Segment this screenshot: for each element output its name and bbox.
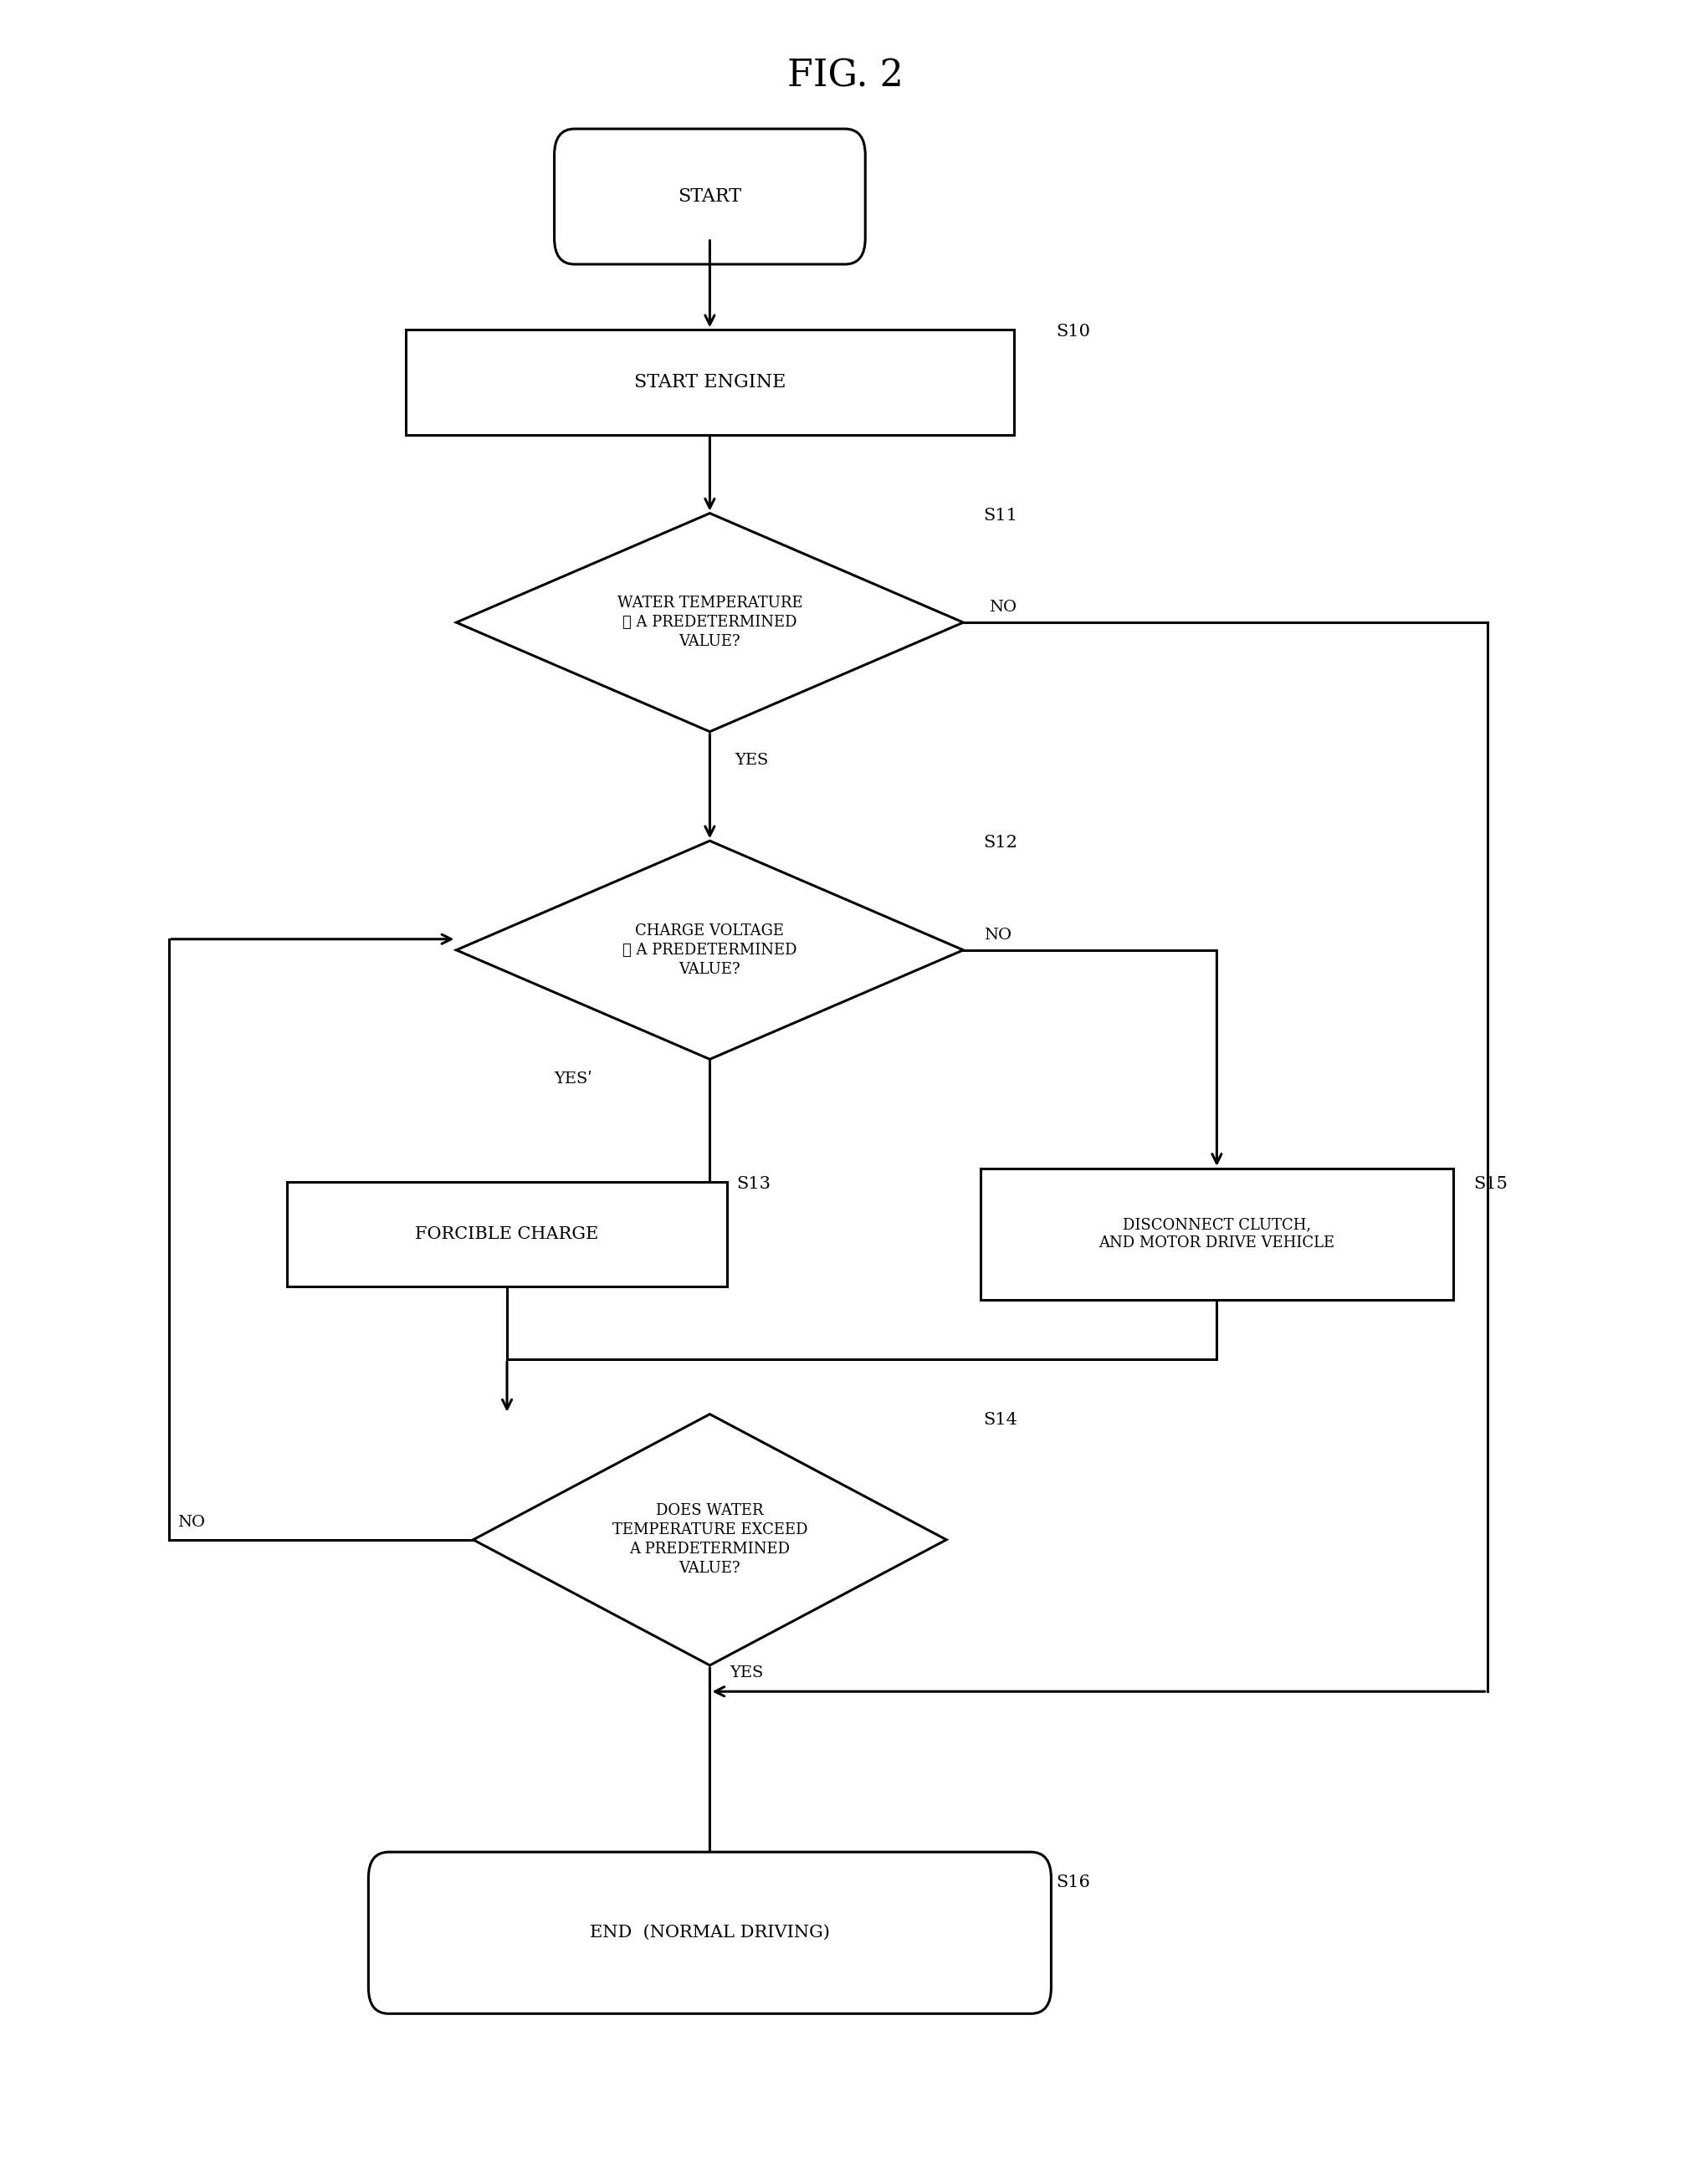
FancyBboxPatch shape bbox=[368, 1852, 1051, 2014]
Text: S11: S11 bbox=[984, 507, 1017, 524]
Text: NO: NO bbox=[177, 1516, 204, 1529]
Bar bbox=[980, 1168, 1453, 1299]
Bar bbox=[406, 330, 1014, 435]
Text: END  (NORMAL DRIVING): END (NORMAL DRIVING) bbox=[590, 1924, 830, 1942]
Polygon shape bbox=[456, 513, 963, 732]
Text: CHARGE VOLTAGE
≦ A PREDETERMINED
VALUE?: CHARGE VOLTAGE ≦ A PREDETERMINED VALUE? bbox=[622, 924, 798, 976]
Polygon shape bbox=[456, 841, 963, 1059]
Text: DISCONNECT CLUTCH,
AND MOTOR DRIVE VEHICLE: DISCONNECT CLUTCH, AND MOTOR DRIVE VEHIC… bbox=[1098, 1216, 1335, 1251]
FancyBboxPatch shape bbox=[554, 129, 865, 264]
Text: S14: S14 bbox=[984, 1411, 1017, 1428]
Text: DOES WATER
TEMPERATURE EXCEED
A PREDETERMINED
VALUE?: DOES WATER TEMPERATURE EXCEED A PREDETER… bbox=[612, 1503, 808, 1577]
Text: FIG. 2: FIG. 2 bbox=[788, 59, 902, 94]
Text: START ENGINE: START ENGINE bbox=[634, 373, 786, 391]
Text: START: START bbox=[678, 188, 742, 205]
Text: S15: S15 bbox=[1474, 1175, 1507, 1192]
Text: YESʹ: YESʹ bbox=[554, 1072, 593, 1085]
Text: S16: S16 bbox=[1056, 1874, 1090, 1891]
Bar bbox=[287, 1182, 727, 1286]
Text: NO: NO bbox=[984, 928, 1011, 941]
Text: S10: S10 bbox=[1056, 323, 1090, 341]
Text: YES: YES bbox=[735, 753, 769, 767]
Text: YES: YES bbox=[730, 1666, 764, 1679]
Text: WATER TEMPERATURE
≦ A PREDETERMINED
VALUE?: WATER TEMPERATURE ≦ A PREDETERMINED VALU… bbox=[617, 596, 803, 649]
Polygon shape bbox=[473, 1415, 946, 1664]
Text: S13: S13 bbox=[737, 1175, 771, 1192]
Text: FORCIBLE CHARGE: FORCIBLE CHARGE bbox=[416, 1225, 598, 1243]
Text: NO: NO bbox=[989, 601, 1016, 614]
Text: S12: S12 bbox=[984, 834, 1017, 852]
